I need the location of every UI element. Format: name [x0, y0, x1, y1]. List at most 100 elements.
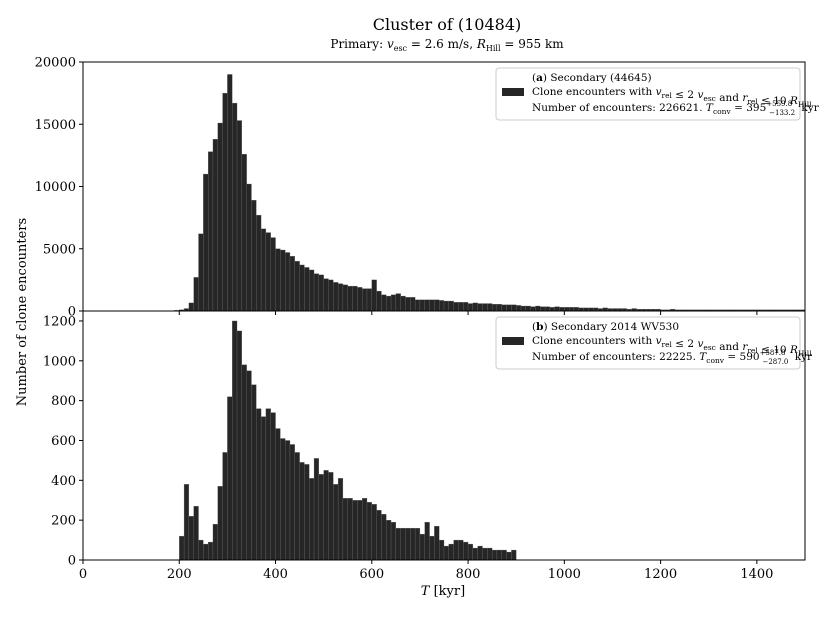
histogram-bar — [294, 261, 300, 312]
histogram-bar — [313, 273, 320, 312]
histogram-bar — [434, 525, 440, 561]
x-tick-label: 800 — [456, 567, 481, 582]
histogram-bar — [188, 516, 194, 561]
histogram-bar — [207, 151, 214, 312]
histogram-bar — [212, 523, 218, 561]
y-tick-label: 1200 — [43, 314, 76, 329]
histogram-bar — [453, 302, 459, 312]
histogram-bar — [443, 545, 449, 561]
histogram-bar — [376, 510, 382, 561]
histogram-bar — [227, 396, 233, 561]
histogram-bar — [280, 438, 286, 561]
histogram-bar — [328, 472, 334, 561]
x-tick-label: 0 — [79, 567, 87, 582]
histogram-bar — [376, 290, 382, 312]
histogram-bar — [333, 282, 339, 312]
histogram-bar — [544, 306, 551, 312]
y-tick-label: 0 — [68, 305, 76, 320]
histogram-bar — [347, 285, 353, 312]
histogram-bar — [501, 304, 507, 312]
histogram-bar — [439, 539, 445, 561]
histogram-bar — [491, 303, 498, 312]
histogram-bar — [203, 543, 209, 561]
histogram-bar — [270, 237, 276, 312]
histogram-bar — [347, 498, 353, 561]
histogram-bar — [395, 293, 401, 312]
histogram-bar — [352, 285, 358, 312]
histogram-bar — [381, 514, 387, 561]
histogram-bar — [472, 547, 478, 561]
histogram-bar — [236, 120, 242, 312]
histogram-bar — [260, 416, 267, 561]
panel-a: 0 5000 10000 15000 20000 (a) Secondary (44645… — [35, 56, 820, 320]
histogram-bar — [448, 543, 454, 561]
histogram-bar — [222, 92, 228, 312]
histogram-bar — [443, 300, 449, 312]
histogram-bar — [265, 232, 271, 312]
histogram-bar — [318, 274, 324, 312]
histogram-bar — [193, 277, 199, 312]
histogram-bar — [299, 264, 305, 312]
histogram-bar — [549, 307, 555, 312]
histogram-bar — [477, 545, 483, 561]
histogram-bar — [414, 299, 421, 312]
histogram-bar — [496, 549, 502, 561]
histogram-bar — [487, 547, 493, 561]
histogram-bar — [275, 248, 281, 312]
y-axis-label: Number of clone encounters — [15, 218, 30, 406]
legend-condition: Clone encounters with vrel ≤ 2 vesc and … — [532, 86, 812, 109]
histogram-bar — [491, 549, 498, 561]
histogram-bar — [328, 279, 334, 312]
x-tick-label: 400 — [263, 567, 288, 582]
histogram-bar — [424, 299, 430, 312]
histogram-bar — [506, 304, 512, 312]
histogram-bar — [227, 74, 233, 312]
histogram-bar — [318, 474, 324, 561]
histogram-bar — [251, 384, 257, 561]
histogram-bar — [280, 249, 286, 312]
histogram-bar — [410, 297, 416, 312]
histogram-bar — [270, 412, 276, 561]
histogram-bar — [246, 183, 252, 312]
histogram-bar — [429, 535, 435, 561]
x-tick-label: 600 — [359, 567, 384, 582]
chart-subtitle: Primary: vesc = 2.6 m/s, RHill = 955 km — [330, 37, 564, 53]
histogram-bar — [299, 462, 305, 561]
histogram-bar — [289, 256, 295, 312]
x-tick-label: 1200 — [644, 567, 677, 582]
histogram-bar — [313, 458, 320, 561]
histogram-bar — [323, 470, 329, 561]
histogram-bar — [463, 302, 469, 312]
histogram-bar — [371, 504, 377, 561]
histogram-bar — [535, 305, 541, 312]
histogram-bar — [207, 541, 214, 561]
histogram-bar — [390, 294, 397, 312]
histogram-bar — [357, 500, 363, 561]
histogram-bar — [520, 305, 526, 312]
histogram-bar — [232, 102, 238, 312]
histogram-bar — [285, 440, 291, 561]
histogram-bar — [256, 214, 262, 312]
histogram-bar — [217, 486, 223, 561]
y-tick-label: 10000 — [35, 180, 76, 195]
histogram-bar — [395, 527, 401, 561]
panel-b: 0 200 400 600 800 1000 1200 (b) Secondary 2014 … — [43, 310, 813, 569]
histogram-bar — [458, 302, 464, 312]
panel-frame — [82, 310, 806, 561]
histogram-bar — [289, 444, 295, 561]
histogram-bar — [506, 551, 512, 561]
histogram-bar — [477, 303, 483, 312]
histogram-bar — [482, 547, 488, 561]
histogram-bar — [559, 307, 565, 312]
histogram-bar — [236, 330, 242, 561]
histogram-bar — [400, 527, 406, 561]
histogram-bar — [386, 520, 392, 561]
y-tick-label: 800 — [51, 394, 76, 409]
y-tick-label: 20000 — [35, 56, 76, 71]
histogram-bar — [573, 307, 579, 312]
histogram-bar — [260, 228, 267, 312]
histogram-bar — [448, 300, 454, 312]
x-tick-label: 200 — [167, 567, 192, 582]
